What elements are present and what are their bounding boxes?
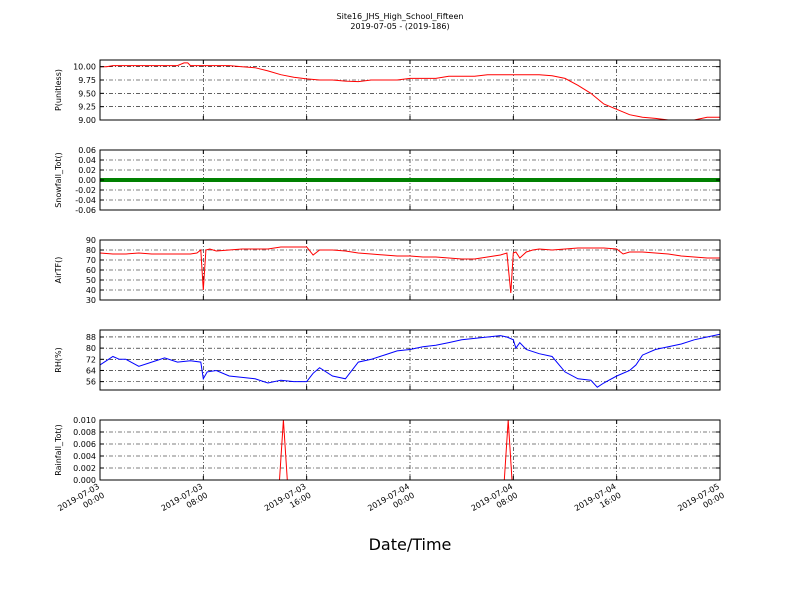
y-tick-label: 56 (86, 378, 96, 387)
series-line (100, 62, 720, 121)
y-tick-label: 9.00 (78, 116, 96, 125)
series-line (99, 333, 721, 388)
y-tick-label: 0.002 (73, 464, 96, 473)
y-tick-label: 88 (86, 333, 96, 342)
series-line (99, 246, 720, 294)
y-tick-label: 72 (86, 355, 96, 364)
x-tick-label: 2019-07-0400:00 (366, 482, 416, 522)
x-tick-label: 2019-07-0416:00 (573, 482, 623, 522)
y-tick-label: 30 (86, 296, 96, 305)
y-tick-label: 0.004 (73, 452, 96, 461)
y-tick-label: 64 (86, 366, 96, 375)
y-tick-label: 0.06 (78, 146, 96, 155)
y-tick-label: 50 (86, 276, 96, 285)
x-tick-label: 2019-07-0500:00 (676, 482, 726, 522)
y-tick-label: -0.06 (75, 206, 96, 215)
chart-title-line2: 2019-07-05 - (2019-186) (350, 22, 449, 31)
x-tick-label: 2019-07-0300:00 (56, 482, 106, 522)
y-tick-label: 0.02 (78, 166, 96, 175)
x-tick-label: 2019-07-0308:00 (160, 482, 210, 522)
y-tick-label: 0.000 (73, 476, 96, 485)
y-axis-label: Rainfall_Tot() (54, 424, 63, 476)
subplot-1: -0.06-0.04-0.020.000.020.040.06 Snowfall_… (54, 146, 721, 215)
subplot-4: 0.000 0.002 0.004 0.006 0.008 0.010 Rainfall_T… (54, 416, 721, 485)
y-tick-label: 90 (86, 236, 96, 245)
y-axis-label: P(unitless) (54, 69, 63, 111)
subplot-3: 56 64 72 80 88 RH(%) (54, 329, 721, 391)
y-tick-label: 70 (86, 256, 96, 265)
y-tick-label: 0.00 (78, 176, 96, 185)
x-tick-label: 2019-07-0316:00 (263, 482, 313, 522)
y-tick-label: 9.75 (78, 76, 96, 85)
y-tick-label: 40 (86, 286, 96, 295)
y-tick-label: 0.04 (78, 156, 96, 165)
y-axis-label: Snowfall_Tot() (54, 152, 63, 208)
y-tick-label: -0.02 (75, 186, 96, 195)
y-tick-label: 9.50 (78, 89, 96, 98)
y-tick-label: 80 (86, 246, 96, 255)
y-axis-label: RH(%) (54, 347, 63, 372)
x-tick-label: 2019-07-0408:00 (470, 482, 520, 522)
y-tick-label: 0.010 (73, 416, 96, 425)
y-axis-label: AirTF() (54, 257, 63, 284)
y-tick-label: 0.006 (73, 440, 96, 449)
y-tick-label: 80 (86, 344, 96, 353)
x-tick-labels: 2019-07-0300:00 2019-07-0308:00 2019-07-03… (56, 482, 726, 522)
subplot-0: 9.00 9.25 9.50 9.75 10.00 P(unitless) (54, 59, 721, 125)
y-tick-label: 0.008 (73, 428, 96, 437)
y-tick-label: 9.25 (78, 103, 96, 112)
y-tick-label: -0.04 (75, 196, 96, 205)
y-tick-label: 10.00 (73, 63, 96, 72)
subplots: 9.009.259.509.7510.00P(unitless)-0.06-0.… (54, 59, 721, 485)
y-tick-label: 60 (86, 266, 96, 275)
chart-title-line1: Site16_JHS_High_School_Fifteen (337, 12, 464, 21)
x-axis-label: Date/Time (369, 535, 452, 554)
